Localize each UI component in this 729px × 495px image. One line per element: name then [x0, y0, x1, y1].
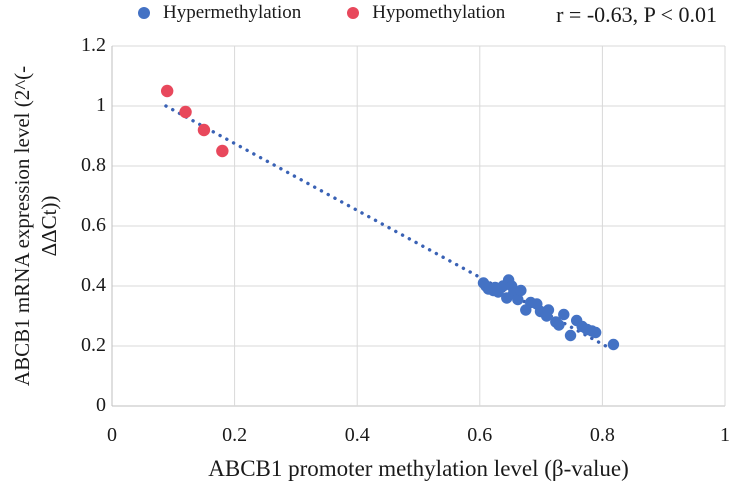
y-axis-label-line1: ABCB1 mRNA expression level (2^(-: [10, 65, 34, 387]
correlation-annotation: r = -0.63, P < 0.01: [556, 2, 717, 27]
data-point-hypermethylation: [607, 338, 620, 351]
legend-label: Hypomethylation: [372, 2, 506, 23]
x-tick-label: 0.4: [344, 424, 370, 446]
y-tick-label: 1.2: [81, 34, 106, 56]
data-point-hypermethylation: [515, 284, 527, 297]
legend-label: Hypermethylation: [163, 2, 302, 23]
y-tick-label: 1: [96, 94, 106, 116]
y-tick-label: 0.6: [81, 214, 106, 236]
legend: Hypermethylation Hypomethylation: [138, 0, 505, 26]
hypomethylation-marker-icon: [347, 7, 360, 19]
legend-item-hypermethylation: Hypermethylation: [138, 2, 301, 24]
x-tick-label: 0.8: [589, 424, 615, 446]
data-point-hypermethylation: [558, 308, 570, 321]
x-tick-label: 1: [720, 424, 729, 446]
data-point-hypermethylation: [589, 326, 602, 339]
data-point-hypomethylation: [160, 84, 174, 98]
data-point-hypermethylation: [512, 293, 524, 306]
y-tick-label: 0.4: [81, 274, 106, 296]
data-points: [160, 84, 620, 351]
data-point-hypomethylation: [179, 105, 192, 119]
data-point-hypermethylation: [542, 304, 555, 316]
y-tick-label: 0.2: [81, 334, 106, 356]
y-axis-label: ABCB1 mRNA expression level (2^(- ΔΔCt)): [9, 66, 63, 386]
y-tick-label: 0: [96, 394, 106, 416]
hypermethylation-marker-icon: [138, 7, 150, 19]
data-point-hypermethylation: [553, 319, 565, 331]
x-axis-label: ABCB1 promoter methylation level (β-valu…: [208, 456, 629, 481]
legend-item-hypomethylation: Hypomethylation: [347, 2, 505, 24]
gridlines: [111, 45, 726, 407]
data-point-hypomethylation: [216, 144, 229, 158]
data-point-hypermethylation: [564, 329, 577, 342]
x-tick-label: 0.6: [467, 424, 493, 446]
x-tick-label: 0.2: [222, 424, 248, 446]
y-tick-label: 0.8: [81, 154, 106, 176]
trend-line: [164, 104, 611, 350]
x-tick-label: 0: [107, 424, 117, 446]
data-point-hypomethylation: [197, 123, 211, 137]
